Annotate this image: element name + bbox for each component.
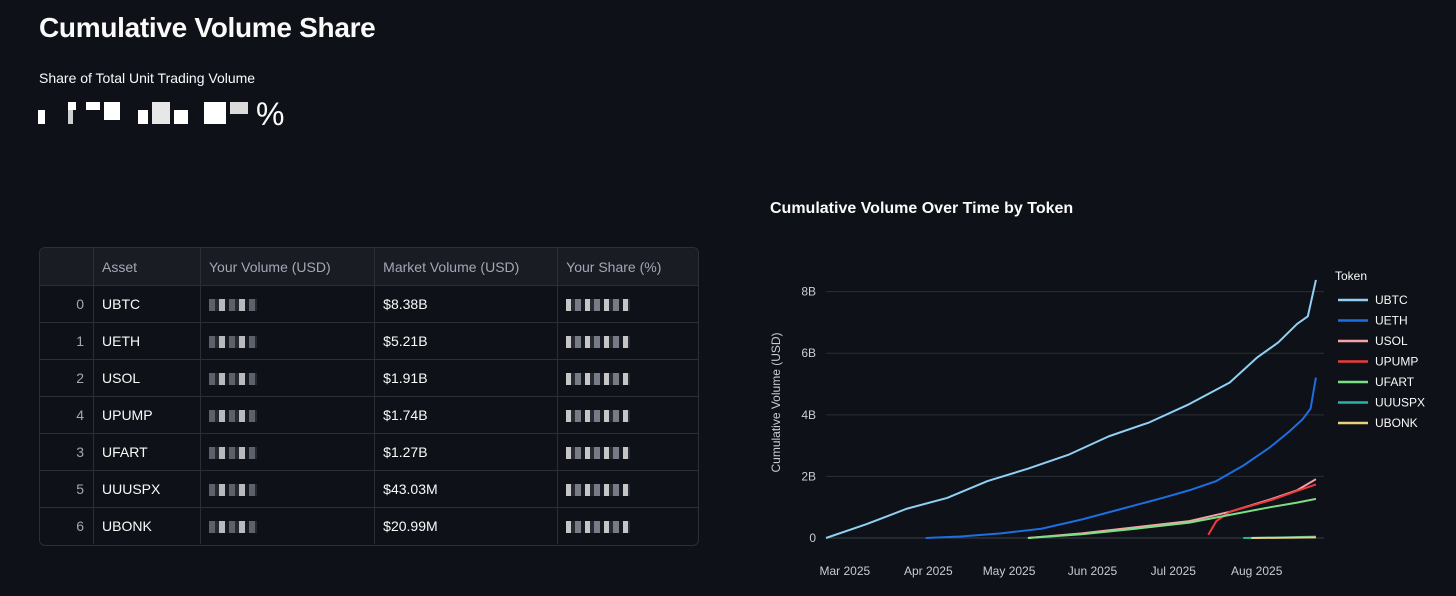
asset-cell: UPUMP (93, 396, 201, 434)
asset-cell: UFART (93, 433, 201, 471)
row-index: 1 (40, 322, 94, 360)
your-volume-redacted (200, 396, 376, 434)
column-header-your-volume[interactable]: Your Volume (USD) (200, 248, 376, 286)
table-row[interactable]: 1 UETH $5.21B (40, 322, 698, 360)
series-line-usol[interactable] (1027, 478, 1317, 539)
x-tick-label: Jul 2025 (1151, 564, 1197, 578)
legend-item-ueth[interactable]: UETH (1375, 314, 1408, 328)
series-line-ueth[interactable] (925, 377, 1317, 539)
row-index: 5 (40, 470, 94, 508)
market-volume-cell: $5.21B (374, 322, 559, 360)
asset-cell: UETH (93, 322, 201, 360)
legend-item-ubonk[interactable]: UBONK (1375, 416, 1418, 430)
series-line-ufart[interactable] (1027, 497, 1317, 539)
asset-cell: USOL (93, 359, 201, 397)
y-axis-label: Cumulative Volume (USD) (769, 332, 783, 472)
row-index: 0 (40, 285, 94, 323)
market-volume-cell: $43.03M (374, 470, 559, 508)
asset-cell: UBONK (93, 507, 201, 544)
market-volume-cell: $8.38B (374, 285, 559, 323)
table-header-row: Asset Your Volume (USD) Market Volume (U… (40, 248, 698, 286)
row-index: 3 (40, 433, 94, 471)
your-share-redacted (557, 433, 698, 471)
y-tick-label: 8B (801, 285, 816, 299)
legend-item-ubtc[interactable]: UBTC (1375, 293, 1408, 307)
your-share-redacted (557, 396, 698, 434)
market-volume-cell: $1.74B (374, 396, 559, 434)
table-row[interactable]: 3 UFART $1.27B (40, 433, 698, 471)
column-header-your-share[interactable]: Your Share (%) (557, 248, 698, 286)
chart-title: Cumulative Volume Over Time by Token (770, 200, 1074, 217)
market-volume-cell: $20.99M (374, 507, 559, 544)
column-header-asset[interactable]: Asset (93, 248, 201, 286)
your-share-redacted (557, 285, 698, 323)
your-volume-redacted (200, 433, 376, 471)
legend-item-uuuspx[interactable]: UUUSPX (1375, 396, 1425, 410)
volume-table[interactable]: Asset Your Volume (USD) Market Volume (U… (39, 247, 699, 546)
row-index: 2 (40, 359, 94, 397)
y-tick-label: 4B (801, 408, 816, 422)
legend-item-upump[interactable]: UPUMP (1375, 355, 1418, 369)
your-volume-redacted (200, 322, 376, 360)
row-index: 6 (40, 507, 94, 544)
column-header-index[interactable] (40, 248, 94, 286)
series-line-ubtc[interactable] (825, 279, 1317, 539)
y-tick-label: 2B (801, 469, 816, 483)
column-header-market-volume[interactable]: Market Volume (USD) (374, 248, 559, 286)
your-share-redacted (557, 322, 698, 360)
legend-item-usol[interactable]: USOL (1375, 334, 1408, 348)
your-volume-redacted (200, 507, 376, 544)
x-tick-label: Jun 2025 (1068, 564, 1118, 578)
cumulative-volume-chart[interactable]: 0 2B 4B 6B 8B Mar 2025 Apr 2025 May 2025 Jun 202… (760, 265, 1450, 590)
x-tick-label: Apr 2025 (904, 564, 953, 578)
x-tick-label: Aug 2025 (1231, 564, 1283, 578)
your-share-redacted (557, 359, 698, 397)
market-volume-cell: $1.91B (374, 359, 559, 397)
your-volume-redacted (200, 285, 376, 323)
table-row[interactable]: 5 UUUSPX $43.03M (40, 470, 698, 508)
metric-percent-sign: % (256, 96, 285, 132)
y-tick-label: 0 (809, 531, 816, 545)
x-tick-label: May 2025 (983, 564, 1036, 578)
page-title: Cumulative Volume Share (39, 12, 376, 43)
metric-label: Share of Total Unit Trading Volume (39, 70, 256, 86)
asset-cell: UBTC (93, 285, 201, 323)
table-row[interactable]: 4 UPUMP $1.74B (40, 396, 698, 434)
legend-item-ufart[interactable]: UFART (1375, 375, 1415, 389)
row-index: 4 (40, 396, 94, 434)
metric-value-redacted: % (38, 96, 298, 132)
your-volume-redacted (200, 470, 376, 508)
table-row[interactable]: 6 UBONK $20.99M (40, 507, 698, 545)
legend-title: Token (1335, 269, 1367, 283)
series-line-ubonk[interactable] (1251, 536, 1316, 539)
asset-cell: UUUSPX (93, 470, 201, 508)
y-tick-label: 6B (801, 346, 816, 360)
your-share-redacted (558, 508, 698, 545)
your-volume-redacted (200, 359, 376, 397)
x-tick-label: Mar 2025 (819, 564, 870, 578)
table-row[interactable]: 2 USOL $1.91B (40, 359, 698, 397)
series-line-upump[interactable] (1207, 483, 1317, 536)
your-share-redacted (557, 470, 698, 508)
table-row[interactable]: 0 UBTC $8.38B (40, 285, 698, 323)
market-volume-cell: $1.27B (374, 433, 559, 471)
